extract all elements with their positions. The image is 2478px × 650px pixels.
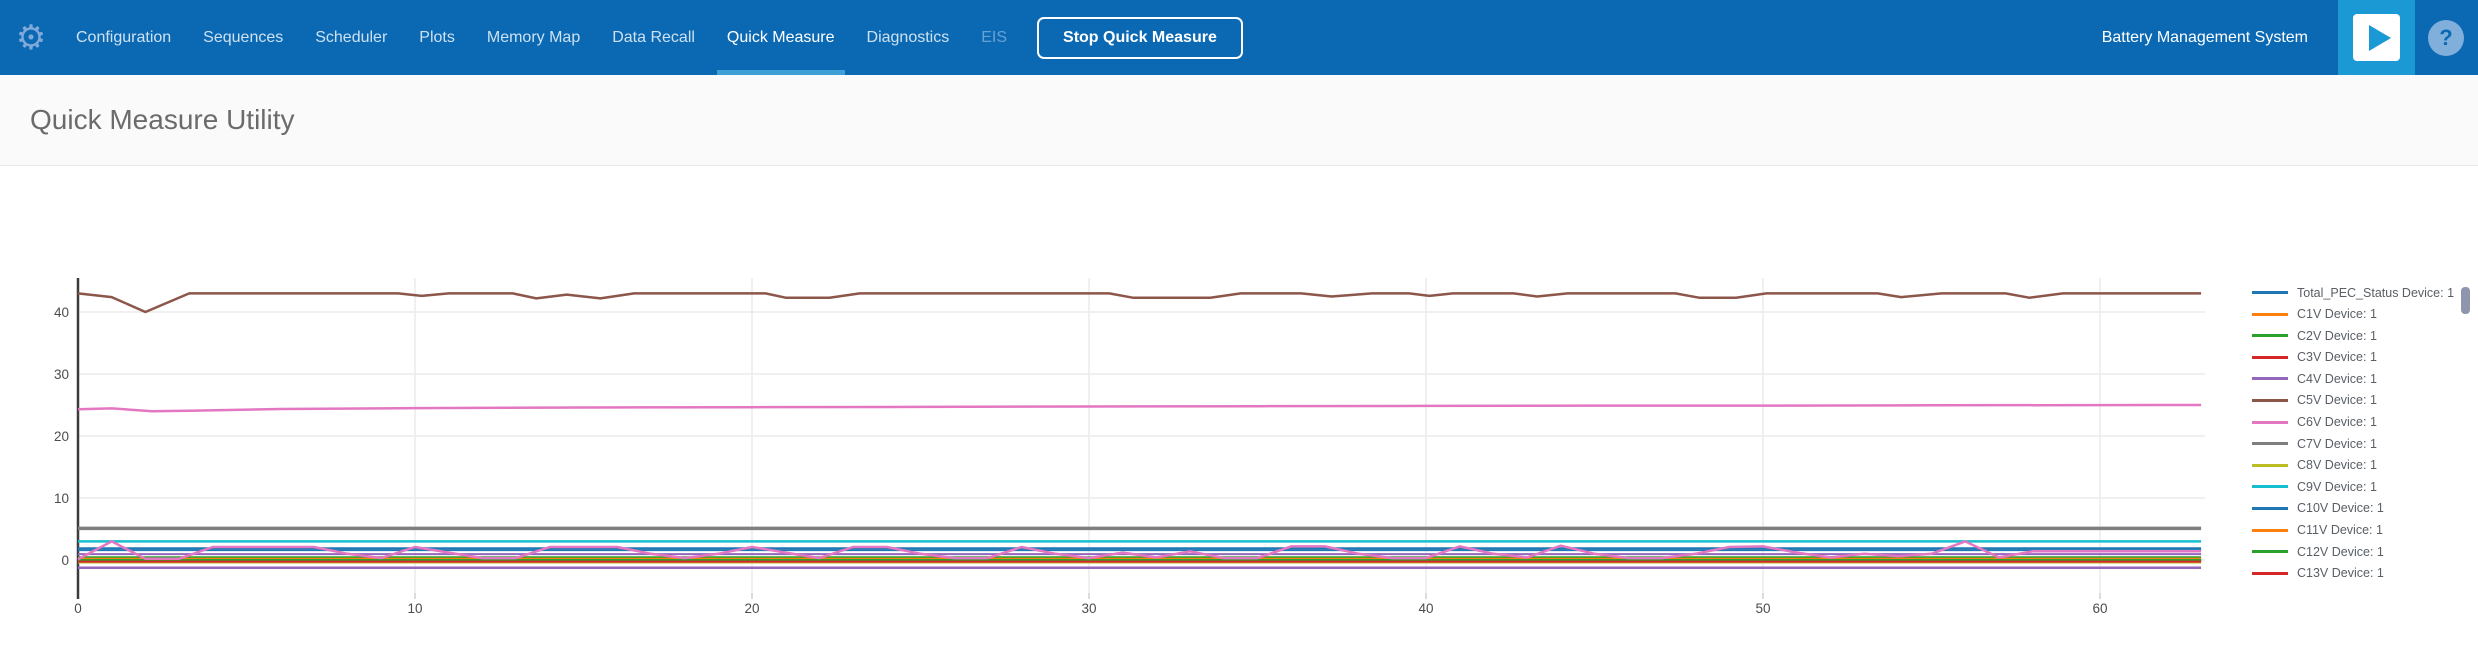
legend-label: C2V Device: 1	[2297, 328, 2377, 343]
navbar-right-group: Battery Management System ?	[2102, 0, 2478, 75]
chart-legend: Total_PEC_Status Device: 1 C1V Device: 1 C…	[2252, 286, 2454, 588]
legend-label: C5V Device: 1	[2297, 393, 2377, 408]
legend-item[interactable]: C5V Device: 1	[2252, 393, 2448, 408]
axis-tick-label: 20	[744, 601, 759, 616]
legend-swatch	[2252, 355, 2288, 359]
legend-label: C7V Device: 1	[2297, 436, 2377, 451]
series-line-6	[77, 403, 2202, 413]
axis-tick-label: 40	[54, 305, 69, 320]
legend-swatch	[2252, 485, 2288, 489]
legend-item[interactable]: C8V Device: 1	[2252, 458, 2448, 473]
legend-item[interactable]: C3V Device: 1	[2252, 350, 2448, 365]
legend-item[interactable]: C12V Device: 1	[2252, 544, 2448, 559]
legend-label: C4V Device: 1	[2297, 371, 2377, 386]
legend-swatch	[2252, 398, 2288, 402]
axis-tick-label: 50	[1755, 601, 1770, 616]
legend-scrollbar-thumb[interactable]	[2461, 287, 2470, 314]
legend-item[interactable]: C6V Device: 1	[2252, 415, 2448, 430]
nav-item-memory-map[interactable]: Memory Map	[486, 28, 581, 46]
legend-label: C11V Device: 1	[2297, 523, 2383, 538]
legend-label: C6V Device: 1	[2297, 415, 2377, 430]
axis-tick-label: 0	[74, 601, 82, 616]
legend-swatch	[2252, 528, 2288, 532]
axis-tick-label: 10	[54, 491, 69, 506]
play-icon	[2353, 14, 2400, 61]
axis-tick-label: 0	[61, 553, 69, 568]
legend-label: C10V Device: 1	[2297, 501, 2384, 516]
legend-label: C12V Device: 1	[2297, 544, 2384, 559]
axis-tick-label: 10	[407, 601, 422, 616]
nav-item-quick-measure[interactable]: Quick Measure	[711, 0, 851, 75]
legend-item[interactable]: C2V Device: 1	[2252, 328, 2448, 343]
stop-quick-measure-button[interactable]: Stop Quick Measure	[1037, 16, 1243, 59]
axis-tick-label: 30	[1081, 601, 1096, 616]
legend-swatch	[2252, 377, 2288, 381]
legend-swatch	[2252, 463, 2288, 467]
nav-item-sequences[interactable]: Sequences	[203, 28, 284, 46]
nav-item-data-recall[interactable]: Data Recall	[612, 28, 695, 46]
legend-swatch	[2252, 334, 2288, 338]
legend-item[interactable]: Total_PEC_Status Device: 1	[2252, 286, 2454, 300]
legend-label: C8V Device: 1	[2297, 458, 2377, 473]
legend-swatch	[2252, 312, 2288, 316]
axis-tick-label: 40	[1418, 601, 1433, 616]
app-title: Battery Management System	[2101, 28, 2308, 46]
play-button[interactable]	[2338, 0, 2415, 75]
series-line-5	[77, 292, 2202, 314]
top-navbar: ⚙ Configuration Sequences Scheduler Plots Me…	[0, 0, 2478, 75]
legend-swatch	[2252, 571, 2288, 575]
nav-item-plots[interactable]: Plots	[419, 28, 455, 46]
legend-label: C3V Device: 1	[2297, 350, 2377, 365]
nav-item-eis[interactable]: EIS	[981, 28, 1008, 46]
page-title: Quick Measure Utility	[30, 104, 295, 135]
axis-tick-label: 20	[54, 429, 69, 444]
legend-swatch	[2252, 420, 2288, 424]
series-line-15	[77, 540, 2202, 561]
nav-item-scheduler[interactable]: Scheduler	[315, 28, 388, 46]
nav-tabs: Configuration Sequences Scheduler Plots Memo…	[60, 0, 1023, 75]
legend-label: C1V Device: 1	[2297, 307, 2377, 322]
legend-label: Total_PEC_Status Device: 1	[2297, 285, 2455, 300]
legend-item[interactable]: C7V Device: 1	[2252, 436, 2448, 451]
legend-label: C9V Device: 1	[2297, 479, 2377, 494]
legend-label: C13V Device: 1	[2297, 566, 2384, 581]
legend-item[interactable]: C1V Device: 1	[2252, 307, 2448, 322]
legend-swatch	[2252, 506, 2288, 510]
legend-swatch	[2252, 442, 2288, 446]
gear-icon[interactable]: ⚙	[15, 18, 47, 57]
legend-swatch	[2252, 291, 2288, 294]
legend-swatch	[2252, 550, 2288, 554]
axis-tick-label: 30	[54, 367, 69, 382]
page-header: Quick Measure Utility	[0, 75, 2478, 166]
nav-item-configuration[interactable]: Configuration	[76, 28, 172, 46]
legend-item[interactable]: C13V Device: 1	[2252, 566, 2448, 581]
legend-item[interactable]: C10V Device: 1	[2252, 501, 2448, 516]
help-icon[interactable]: ?	[2428, 19, 2464, 56]
legend-item[interactable]: C4V Device: 1	[2252, 371, 2448, 386]
nav-item-diagnostics[interactable]: Diagnostics	[866, 28, 950, 46]
legend-item[interactable]: C9V Device: 1	[2252, 479, 2448, 494]
axis-tick-label: 60	[2092, 601, 2107, 616]
legend-item[interactable]: C11V Device: 1	[2252, 523, 2448, 538]
chart-plot-area[interactable]: 0 10 20 30 40 0 10 20 30 40 50 60	[0, 166, 2478, 650]
quick-measure-chart: 0 10 20 30 40 0 10 20 30 40 50 60 Total_PEC_Status …	[0, 166, 2478, 650]
